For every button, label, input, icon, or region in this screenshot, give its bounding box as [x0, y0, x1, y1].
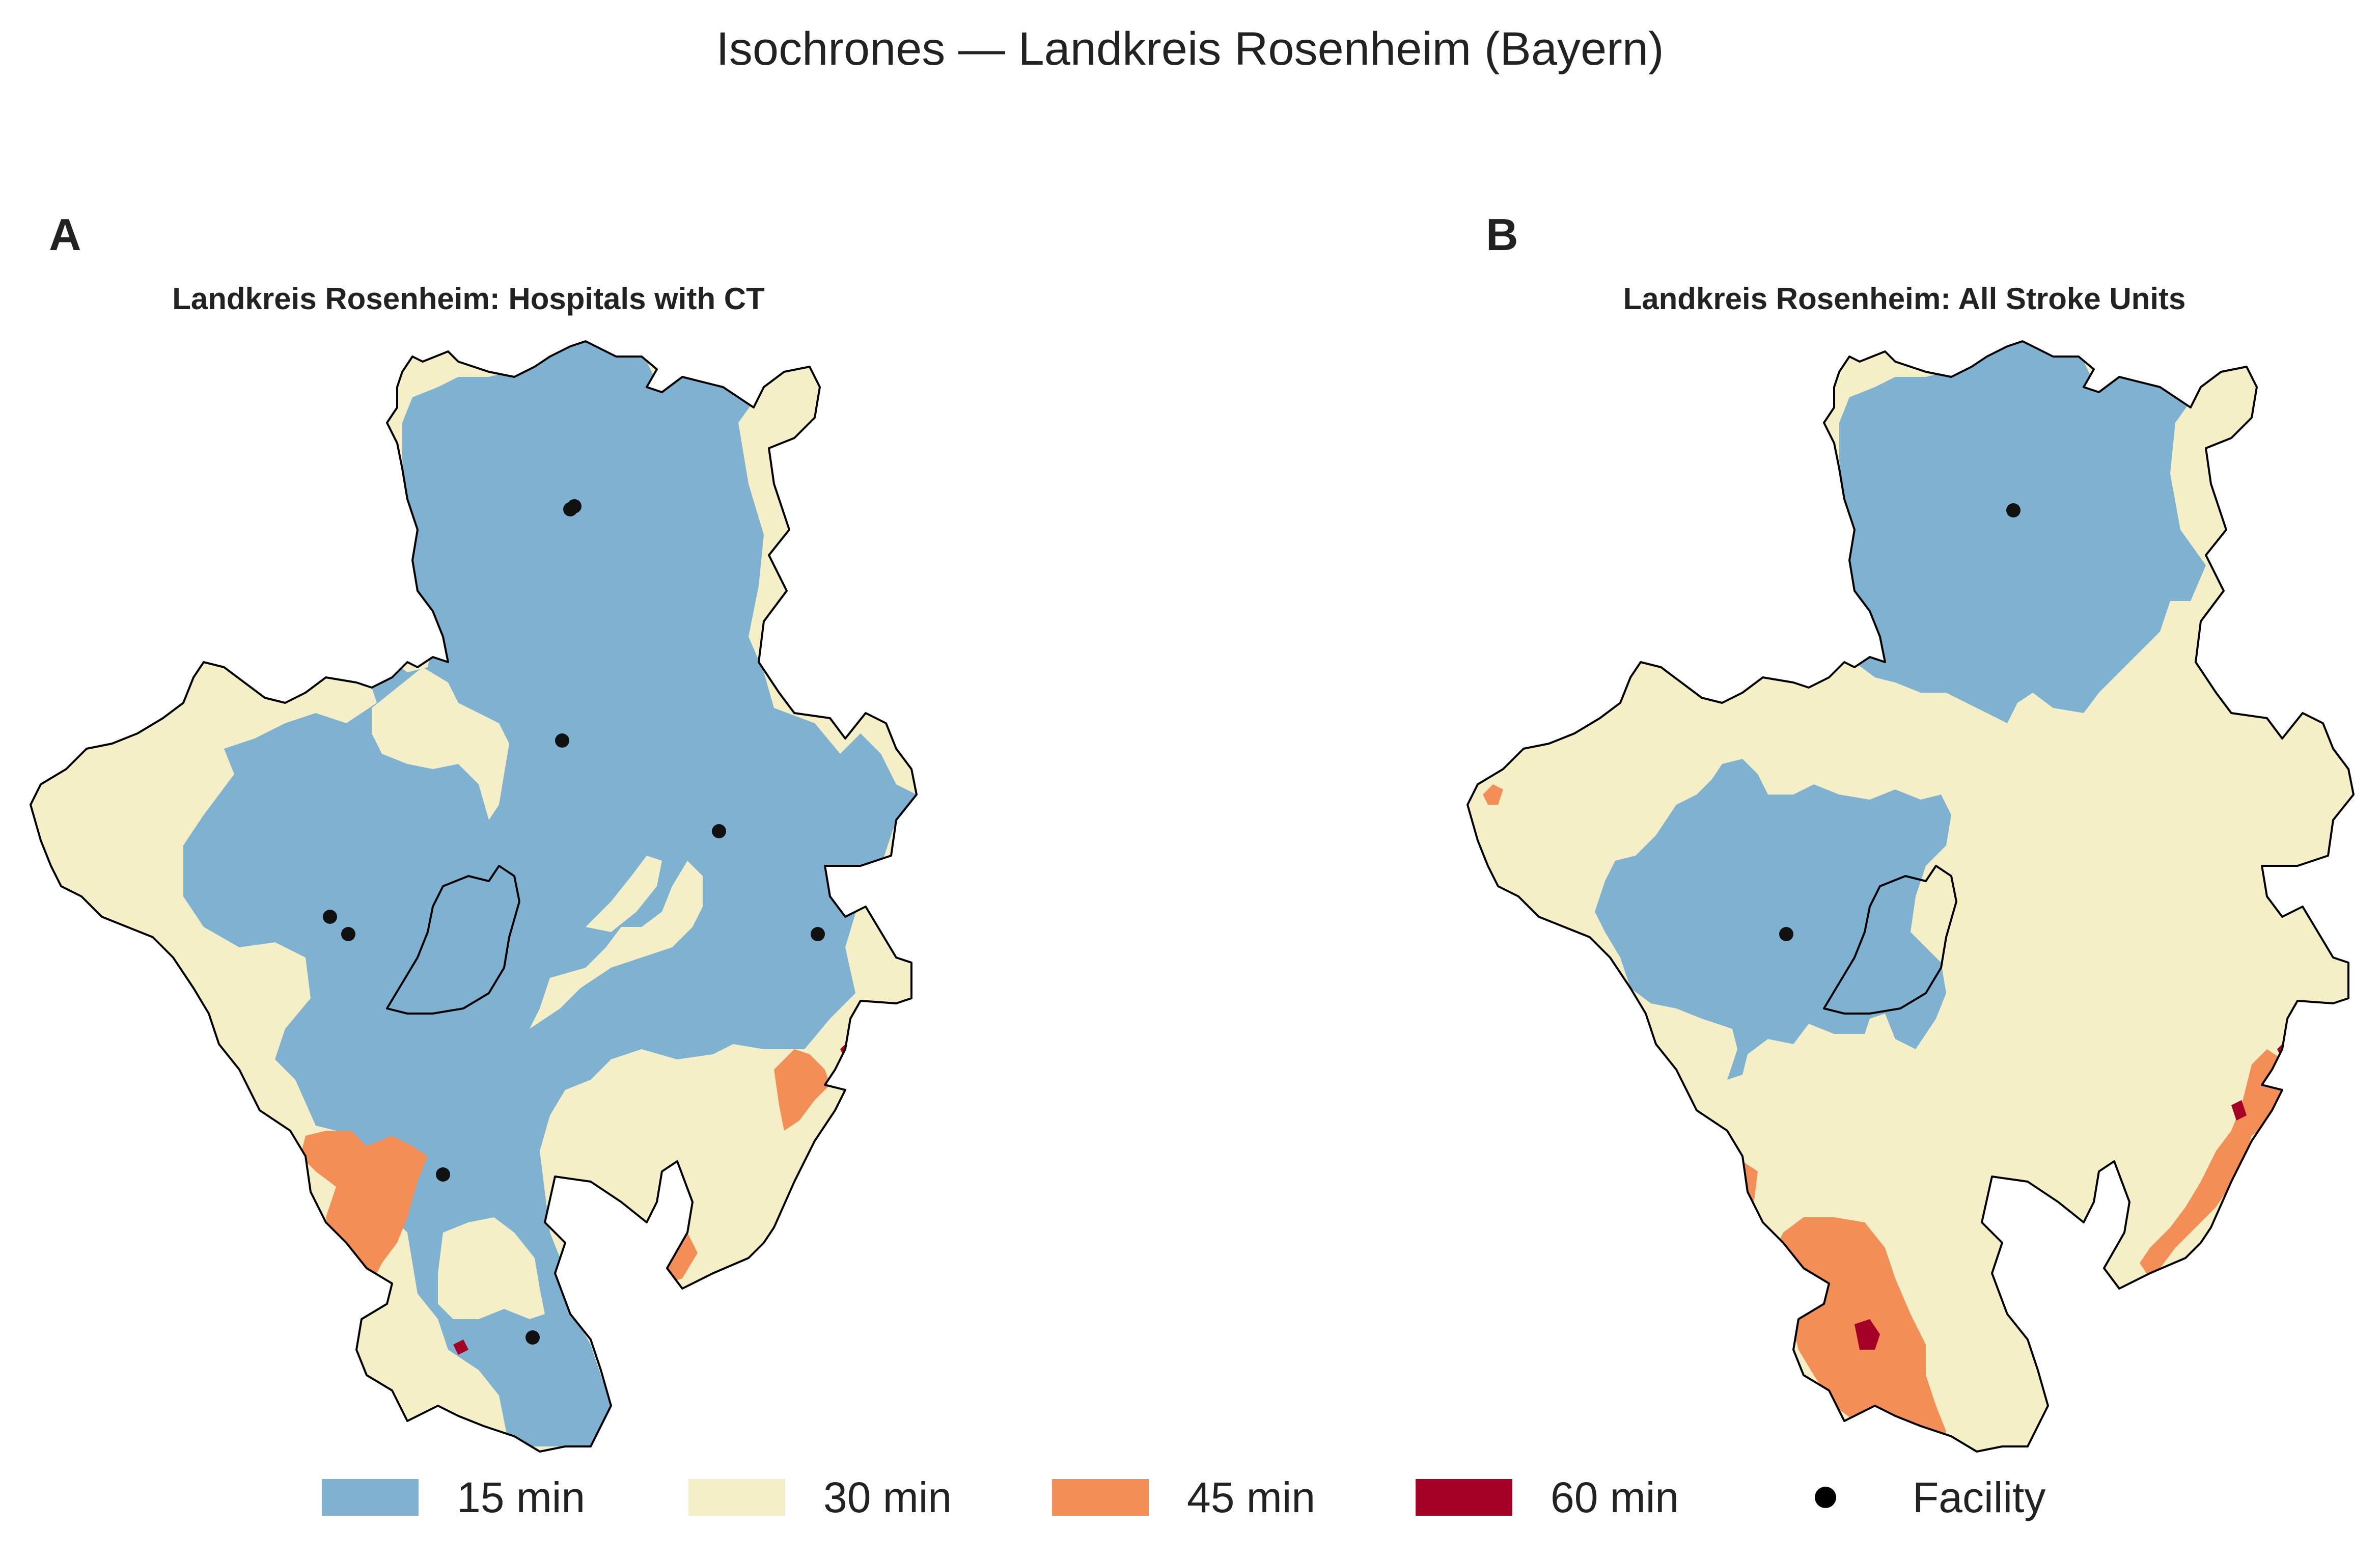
- band-30-min: [372, 667, 509, 820]
- band-30-min: [438, 1217, 545, 1319]
- band-45-min: [774, 1049, 830, 1131]
- band-60-min: [2231, 1100, 2247, 1120]
- legend-label-30-min: 30 min: [823, 1473, 952, 1521]
- legend-swatch-45-min: [1052, 1479, 1149, 1516]
- facility-marker: [323, 910, 337, 924]
- panel-b-letter: B: [1486, 209, 1518, 260]
- legend-label-60-min: 60 min: [1551, 1473, 1679, 1521]
- panel-b-title: Landkreis Rosenheim: All Stroke Units: [1623, 282, 2186, 316]
- band-45-min: [662, 1233, 698, 1283]
- legend-swatch-15-min: [322, 1479, 419, 1516]
- legend-item-15-min: 15 min: [322, 1467, 585, 1528]
- panel-a-map: [30, 340, 918, 1453]
- legend-label-45-min: 45 min: [1187, 1473, 1316, 1521]
- band-60-min: [1855, 1319, 1880, 1350]
- band-30-min: [540, 1120, 626, 1177]
- legend-item-facility: Facility: [1777, 1467, 2045, 1528]
- legend-label-15-min: 15 min: [457, 1473, 586, 1521]
- facility-marker: [1779, 927, 1793, 941]
- band-45-min: [1483, 784, 1503, 805]
- facility-marker: [341, 927, 355, 941]
- panel-a-letter: A: [49, 209, 81, 260]
- facility-marker: [811, 927, 825, 941]
- legend-swatch-60-min: [1416, 1479, 1512, 1516]
- figure-title: Isochrones — Landkreis Rosenheim (Bayern…: [716, 23, 1664, 75]
- band-15-min: [183, 341, 917, 1446]
- facility-marker: [555, 733, 569, 748]
- panel-a-title: Landkreis Rosenheim: Hospitals with CT: [172, 282, 765, 316]
- legend-facility-dot: [1815, 1487, 1836, 1508]
- band-45-min: [300, 1131, 428, 1283]
- band-15-min: [1839, 341, 2206, 723]
- band-60-min: [453, 1340, 468, 1355]
- facility-marker: [712, 824, 726, 838]
- band-30-min: [530, 861, 703, 1029]
- facility-markers: [1779, 503, 2021, 941]
- legend-label-facility: Facility: [1913, 1473, 2046, 1521]
- legend-swatch-30-min: [688, 1479, 785, 1516]
- legend-item-30-min: 30 min: [688, 1467, 952, 1528]
- band-30-min: [586, 856, 662, 932]
- facility-marker: [567, 499, 582, 513]
- band-45-min: [2140, 1049, 2298, 1278]
- legend-item-45-min: 45 min: [1052, 1467, 1315, 1528]
- legend: 15 min 30 min 45 min 60 min Facility: [0, 1467, 2380, 1528]
- panel-b-map: [1466, 340, 2355, 1453]
- legend-item-60-min: 60 min: [1416, 1467, 1679, 1528]
- band-15-min: [1595, 759, 1951, 1080]
- facility-marker: [2006, 503, 2021, 517]
- facility-markers: [323, 499, 825, 1345]
- facility-marker: [436, 1167, 450, 1182]
- facility-marker: [525, 1330, 540, 1345]
